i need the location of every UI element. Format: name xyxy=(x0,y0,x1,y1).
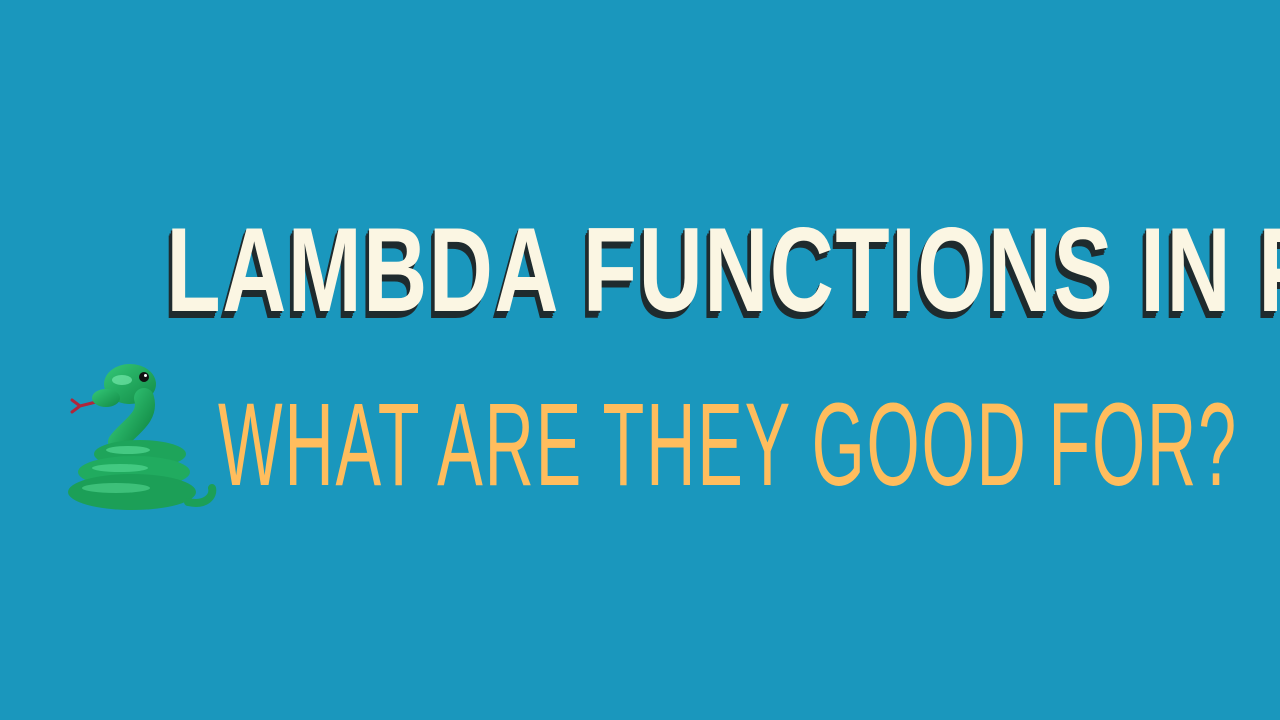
title-line-1: Lambda Functions in Python xyxy=(166,203,1280,337)
title-line-2: What Are They Good For? xyxy=(218,379,1238,511)
title-line-2-wrapper: What Are They Good For? xyxy=(0,365,1280,525)
snake-icon xyxy=(68,364,217,510)
